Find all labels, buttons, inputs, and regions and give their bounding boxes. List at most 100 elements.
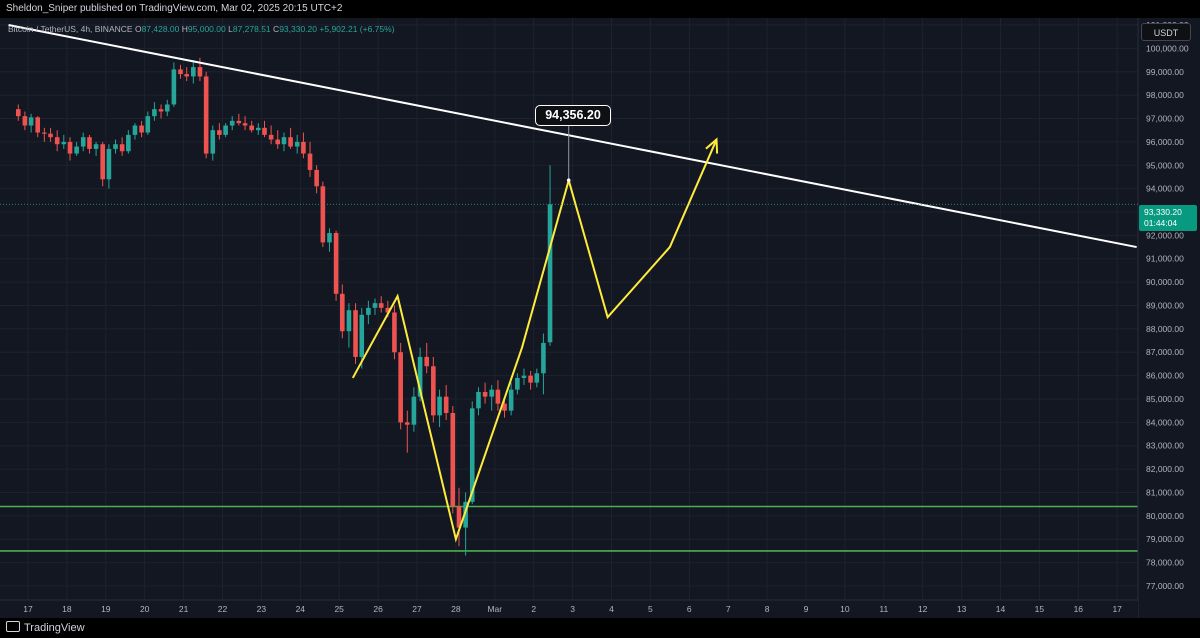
candle	[281, 132, 287, 152]
candle-body	[268, 134, 274, 140]
candle-body	[87, 137, 92, 149]
candle-body	[521, 375, 527, 378]
time-axis-bg[interactable]	[0, 600, 1138, 618]
last-price-value: 93,330.20	[1144, 207, 1182, 217]
candle	[359, 307, 365, 369]
projection-arrowhead	[705, 137, 719, 154]
time-tick-label: 14	[996, 604, 1006, 614]
candle-body	[67, 141, 73, 154]
candle-body	[495, 389, 501, 404]
support-lines[interactable]	[0, 505, 1138, 552]
candle	[139, 120, 144, 138]
price-tick-label: 79,000.00	[1146, 534, 1184, 544]
time-tick-label: 11	[879, 604, 888, 614]
open-value: 87,428.00	[141, 24, 180, 34]
candle	[392, 305, 397, 360]
candle-body	[100, 144, 105, 180]
symbol-legend: Bitcoin / TetherUS, 4h, BINANCE O87,428.…	[8, 24, 395, 34]
countdown-timer: 01:44:04	[1144, 218, 1178, 228]
candle-body	[372, 303, 378, 308]
price-tick-label: 95,000.00	[1146, 160, 1184, 170]
candle-body	[275, 139, 281, 145]
time-tick-label: 17	[23, 604, 33, 614]
candle	[411, 387, 417, 432]
candle	[275, 130, 281, 149]
candle-body	[502, 403, 507, 411]
time-tick-label: 7	[726, 604, 731, 614]
candle-body	[132, 125, 138, 135]
candle	[119, 137, 125, 156]
candle	[450, 406, 456, 514]
time-tick-label: 9	[804, 604, 809, 614]
candle	[22, 111, 28, 131]
candle	[456, 487, 462, 547]
candle-body	[411, 396, 417, 425]
candle	[229, 116, 235, 131]
price-axis-bg[interactable]	[1138, 18, 1200, 618]
price-tick-label: 99,000.00	[1146, 67, 1184, 77]
time-tick-label: 10	[840, 604, 850, 614]
candle	[521, 368, 527, 385]
tradingview-logo[interactable]: TradingView	[6, 621, 85, 634]
projection-group[interactable]	[351, 137, 719, 543]
time-axis[interactable]: 17 18 19 20 21 22 23 24 25 26 27 28 Mar 2 3 4 5 6 7 8 9 10 11 1…	[23, 604, 1122, 614]
candle-body	[508, 389, 514, 411]
price-tick-label: 78,000.00	[1146, 558, 1184, 568]
candle-body	[443, 396, 449, 414]
time-tick-label: 27	[412, 604, 422, 614]
candle	[191, 60, 196, 84]
candle-body	[528, 375, 533, 383]
candle	[15, 104, 21, 121]
candle	[476, 387, 481, 416]
candle-body	[294, 141, 300, 147]
candle	[35, 116, 41, 138]
candle-body	[242, 123, 248, 126]
candle-body	[378, 303, 384, 308]
candle-body	[28, 117, 34, 126]
candle	[528, 370, 533, 390]
candle-body	[301, 141, 306, 154]
candle-body	[469, 408, 475, 502]
candle-body	[61, 141, 67, 145]
currency-button[interactable]: USDT	[1141, 23, 1191, 41]
candle-body	[80, 137, 86, 147]
candle-body	[236, 120, 242, 124]
candle	[152, 102, 157, 121]
price-tick-label: 97,000.00	[1146, 114, 1184, 124]
price-callout[interactable]: 94,356.20	[535, 105, 611, 126]
time-tick-label: 4	[609, 604, 614, 614]
time-tick-label: 28	[451, 604, 461, 614]
candle	[489, 384, 494, 411]
candle-body	[482, 391, 488, 397]
change-value: +5,902.21 (+6.75%)	[319, 24, 395, 34]
time-tick-label: 18	[62, 604, 72, 614]
candle-body	[424, 356, 430, 367]
candle	[249, 120, 254, 133]
candle-body	[139, 125, 144, 133]
candle	[541, 333, 546, 395]
time-tick-label: 22	[218, 604, 228, 614]
candle-body	[203, 76, 209, 154]
candle-body	[534, 373, 540, 383]
candle	[340, 284, 345, 339]
trendline	[8, 24, 1137, 249]
candle	[54, 130, 60, 152]
candle-body	[262, 127, 267, 135]
candle	[547, 165, 553, 346]
price-tick-label: 83,000.00	[1146, 441, 1184, 451]
candle	[217, 123, 222, 140]
price-tick-label: 86,000.00	[1146, 371, 1184, 381]
candle-body	[437, 396, 442, 416]
time-tick-label: 13	[957, 604, 967, 614]
time-tick-label: 6	[687, 604, 692, 614]
time-tick-label: 2	[531, 604, 536, 614]
publisher-bar: Sheldon_Sniper published on TradingView.…	[0, 0, 1200, 18]
candle	[437, 389, 442, 428]
candles[interactable]	[15, 57, 553, 556]
candle-body	[54, 137, 60, 145]
trendline-group[interactable]	[8, 24, 1137, 249]
candle	[327, 228, 332, 252]
chart-area[interactable]: 101,000.00100,000.0099,000.0098,000.0097…	[0, 18, 1200, 618]
candle-body	[171, 69, 177, 105]
